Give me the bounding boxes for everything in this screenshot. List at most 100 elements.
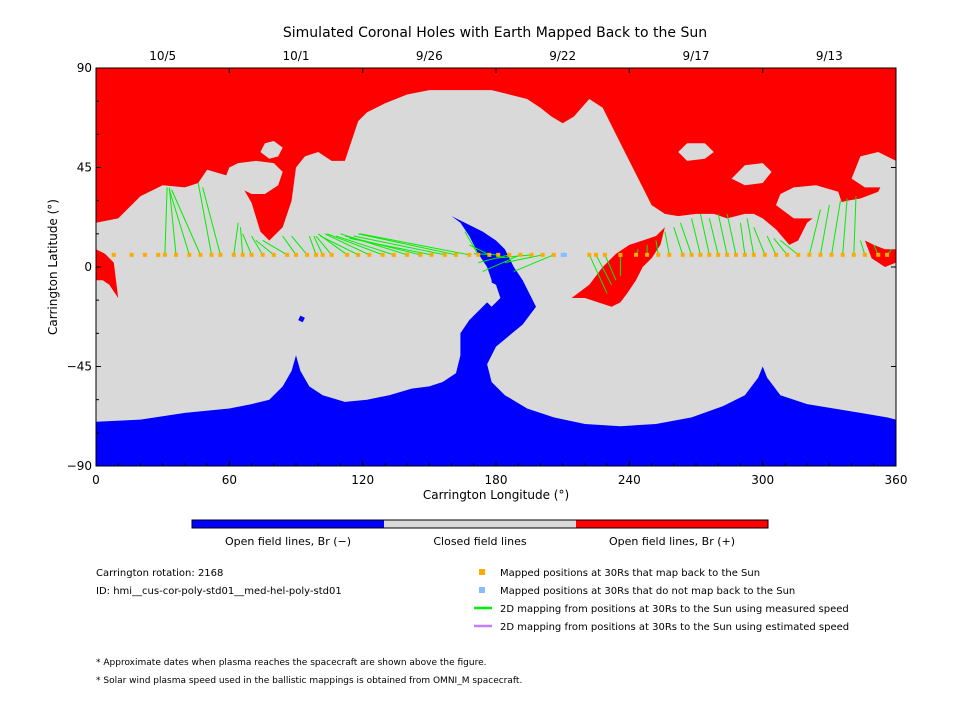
mapped-point (774, 252, 778, 257)
negative-hole-0 (298, 315, 305, 323)
mapped-point (716, 252, 721, 257)
date-tick-label: 9/17 (683, 49, 710, 63)
measured-mapping-line (808, 209, 821, 255)
colorbar-frame (191, 519, 769, 529)
mapped-point (391, 252, 396, 257)
mapped-point (429, 252, 434, 257)
closed-island-2 (260, 141, 283, 159)
mapped-point (707, 252, 712, 257)
mapped-point (518, 252, 523, 257)
mapped-point (294, 252, 298, 257)
measured-mapping-line (242, 233, 253, 256)
positive-hole-2 (864, 240, 896, 267)
mapped-point (656, 252, 661, 257)
closed-island-8 (860, 202, 896, 232)
footnote-dates: * Approximate dates when plasma reaches … (96, 658, 487, 668)
mapped-point (345, 252, 350, 257)
colorbar: Open field lines, Br (−) Closed field li… (191, 519, 769, 548)
mapped-point (454, 252, 458, 257)
mapped-point (840, 252, 845, 257)
mapped-point (645, 252, 650, 257)
colorbar-label-positive: Open field lines, Br (+) (609, 535, 735, 548)
mapped-point (689, 252, 694, 257)
mapped-point (209, 252, 214, 257)
measured-mapping-line (773, 237, 788, 256)
y-tick-label: −90 (67, 459, 92, 473)
measured-mapping-line (859, 240, 866, 255)
mapped-point (507, 252, 512, 257)
measured-mapping-line (478, 254, 510, 264)
measured-mapping-line (168, 189, 190, 255)
measured-mapping-line (164, 187, 168, 255)
mapped-point (667, 252, 672, 257)
mapped-point (529, 252, 534, 257)
mapped-point (240, 252, 245, 257)
measured-mapping-line (349, 237, 432, 256)
measured-mapping-line (753, 227, 766, 256)
measured-mapping-line (504, 254, 543, 264)
measured-mapping-line (308, 235, 317, 256)
measured-mapping-line (315, 235, 332, 256)
mapped-point (751, 252, 756, 257)
measured-mapping-line (708, 218, 719, 255)
measured-mapping-line (819, 205, 830, 255)
mapped-point (829, 252, 834, 257)
mapped-point (329, 252, 334, 257)
legend-estimated-label: 2D mapping from positions at 30Rs to the… (500, 622, 849, 633)
measured-mapping-line (282, 235, 297, 256)
closed-island-7 (851, 152, 896, 188)
mapped-point (285, 252, 290, 257)
colorbar-label-closed: Closed field lines (433, 535, 527, 548)
measured-mapping-line (655, 240, 659, 255)
date-tick-label: 9/13 (816, 49, 843, 63)
mapped-point (594, 252, 598, 257)
mapped-point (796, 252, 801, 257)
south-coronal-hole (96, 216, 896, 466)
mapped-point (260, 252, 265, 257)
closed-island-0 (189, 183, 216, 210)
x-tick-label: 360 (885, 473, 908, 487)
measured-mapping-line (673, 227, 684, 255)
mapped-point (405, 252, 410, 257)
mapped-point (249, 252, 254, 257)
mapped-point (442, 252, 447, 257)
measured-mapping-line (168, 187, 177, 255)
y-axis-label: Carrington Latitude (°) (46, 199, 60, 335)
mapped-point (634, 252, 638, 257)
info-block: Carrington rotation: 2168 ID: hmi__cus-c… (96, 568, 342, 597)
legend-measured-label: 2D mapping from positions at 30Rs to the… (500, 604, 849, 615)
mapped-point (587, 252, 592, 257)
mapped-point (618, 252, 623, 257)
measured-mapping-line (691, 218, 701, 255)
measured-mapping-line (595, 254, 612, 285)
measured-mapping-line (739, 222, 746, 255)
mapped-point (807, 252, 812, 257)
mapped-point (476, 252, 481, 257)
mapped-point (540, 252, 545, 257)
colorbar-negative (192, 520, 384, 528)
measured-mapping-line (291, 235, 308, 256)
measured-mapping-line (726, 213, 737, 255)
mapped-point (129, 252, 134, 257)
date-tick-label: 9/22 (549, 49, 576, 63)
measured-mapping-line (469, 244, 490, 256)
mapped-point (418, 252, 423, 257)
measured-mapping-line (513, 254, 554, 272)
footnote-speed: * Solar wind plasma speed used in the ba… (96, 676, 522, 686)
mapped-point (218, 252, 223, 257)
measured-mapping-line (717, 213, 728, 255)
measured-mapping-line (588, 254, 608, 294)
north-coronal-hole (96, 68, 896, 245)
mapped-point (142, 252, 147, 257)
measured-mapping-line (197, 182, 213, 255)
x-tick-label: 0 (92, 473, 100, 487)
date-tick-label: 10/1 (283, 49, 310, 63)
closed-island-4 (678, 143, 714, 161)
closed-island-9 (482, 280, 501, 307)
measured-mapping-line (239, 227, 244, 255)
measured-mapping-line (831, 200, 841, 255)
x-tick-label: 240 (618, 473, 641, 487)
measured-mapping-line (320, 235, 359, 256)
measured-mapping-line (358, 233, 457, 256)
